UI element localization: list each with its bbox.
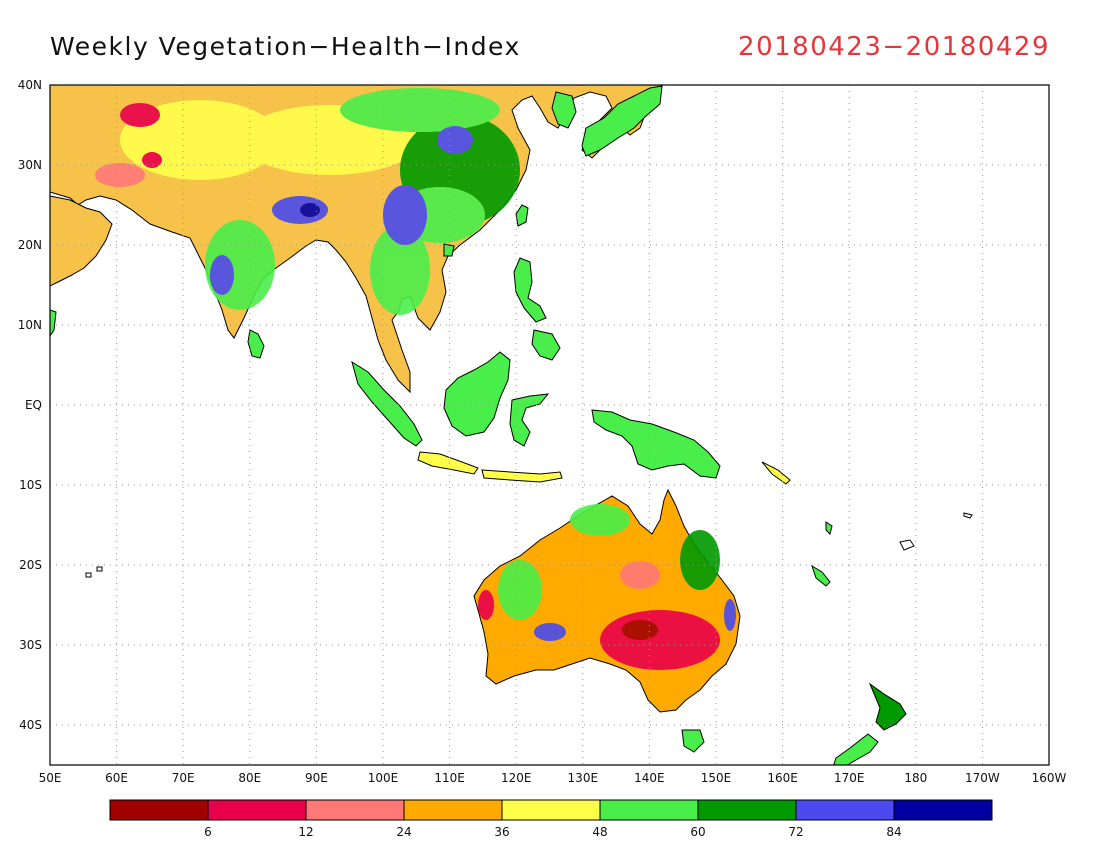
mindanao: [531, 329, 561, 361]
arabia-landmass: [50, 195, 113, 287]
fiji: [899, 539, 915, 551]
y-axis-label: 30N: [18, 158, 42, 172]
patch-aus-pink: [620, 561, 660, 589]
y-axis-label: EQ: [25, 398, 42, 412]
patch-aus-green-west: [498, 560, 542, 620]
java: [417, 451, 479, 475]
reunion: [96, 566, 103, 572]
y-axis-label: 10S: [19, 478, 42, 492]
legend-swatch: [501, 799, 601, 821]
y-axis-label: 10N: [18, 318, 42, 332]
x-axis-label: 170E: [834, 771, 865, 785]
legend-tick-label: 60: [690, 825, 705, 839]
legend-tick-label: 36: [494, 825, 509, 839]
patch-aus-red: [600, 610, 720, 670]
new-caledonia: [811, 564, 831, 587]
new-guinea: [591, 409, 721, 479]
japan: [581, 85, 663, 157]
oman-coast: [50, 309, 57, 337]
legend-swatch: [109, 799, 209, 821]
vhi-patches: [95, 88, 736, 670]
patch-red-afghan: [142, 152, 162, 168]
y-axis-label: 40S: [19, 718, 42, 732]
borneo: [443, 351, 511, 437]
legend-tick-label: 12: [298, 825, 313, 839]
y-axis-label: 20N: [18, 238, 42, 252]
x-axis-label: 50E: [39, 771, 62, 785]
patch-blue-yunnan: [383, 185, 427, 245]
patch-indochina: [370, 225, 430, 315]
mauritius: [85, 572, 92, 578]
patch-aus-darkred: [622, 620, 658, 640]
legend-tick-label: 6: [204, 825, 212, 839]
patch-pink-pakistan: [95, 163, 145, 187]
x-axis-label: 160E: [767, 771, 798, 785]
patch-aus-blue: [534, 623, 566, 641]
lesser-sunda: [481, 469, 563, 483]
patch-blue-east: [437, 126, 473, 154]
sumatra: [351, 360, 423, 447]
legend-swatch: [599, 799, 699, 821]
x-axis-label: 120E: [501, 771, 532, 785]
x-axis-label: 150E: [701, 771, 732, 785]
map-title: Weekly Vegetation−Health−Index: [50, 32, 521, 61]
legend-swatch: [795, 799, 895, 821]
legend-tick-label: 72: [788, 825, 803, 839]
legend-swatch: [697, 799, 797, 821]
hainan: [443, 243, 455, 257]
patch-aus-blue-east: [724, 599, 736, 631]
patch-blue-ganges-core: [300, 203, 320, 217]
sri-lanka: [247, 329, 265, 359]
color-legend: 6 12 24 36 48 60 72 84: [109, 799, 993, 839]
x-axis-label: 180: [904, 771, 927, 785]
legend-tick-label: 84: [886, 825, 901, 839]
legend-swatch: [305, 799, 405, 821]
patch-red-iran: [120, 103, 160, 127]
map-frame: [49, 84, 1050, 766]
x-axis-label: 90E: [305, 771, 328, 785]
patch-north-china: [340, 88, 500, 132]
y-axis-labels: 40N 30N 20N 10N EQ 10S 20S 30S 40S: [18, 78, 42, 732]
patch-aus-west-red: [478, 590, 494, 620]
y-axis-label: 40N: [18, 78, 42, 92]
new-zealand-south: [833, 733, 879, 765]
legend-swatch: [893, 799, 993, 821]
x-axis-label: 130E: [568, 771, 599, 785]
x-axis-label: 80E: [238, 771, 261, 785]
legend-tick-label: 48: [592, 825, 607, 839]
taiwan: [515, 204, 529, 227]
x-axis-label: 140E: [634, 771, 665, 785]
legend-swatch: [403, 799, 503, 821]
y-axis-label: 30S: [19, 638, 42, 652]
solomon-islands: [761, 461, 791, 485]
korea: [551, 91, 577, 129]
patch-aus-green-east: [680, 530, 720, 590]
date-range: 20180423−20180429: [738, 32, 1050, 62]
legend-swatch: [207, 799, 307, 821]
patch-blue-deccan: [210, 255, 234, 295]
tonga-islet: [963, 512, 973, 519]
y-axis-label: 20S: [19, 558, 42, 572]
legend-tick-label: 24: [396, 825, 411, 839]
luzon: [513, 257, 547, 323]
vanuatu: [825, 521, 833, 535]
x-axis-label: 60E: [105, 771, 128, 785]
x-axis-label: 70E: [172, 771, 195, 785]
x-axis-label: 100E: [368, 771, 399, 785]
x-axis-label: 160W: [1032, 771, 1067, 785]
tasmania: [681, 729, 705, 753]
x-axis-label: 110E: [434, 771, 465, 785]
new-zealand-north: [868, 682, 907, 731]
x-axis-labels: 50E 60E 70E 80E 90E 100E 110E 120E 130E 140E 150E 1…: [39, 771, 1067, 785]
sulawesi: [509, 393, 550, 447]
patch-aus-green-north: [570, 504, 630, 536]
x-axis-label: 170W: [965, 771, 1000, 785]
